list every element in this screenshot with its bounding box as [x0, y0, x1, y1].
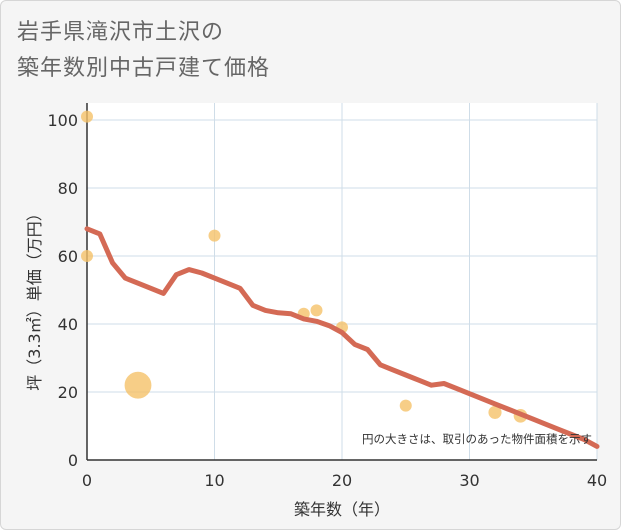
y-tick-label: 60	[58, 247, 78, 266]
y-tick-label: 100	[47, 111, 78, 130]
y-axis-ticks: 0 20 40 60 80 100	[47, 111, 78, 470]
y-tick-label: 20	[58, 383, 78, 402]
y-tick-label: 0	[68, 451, 78, 470]
x-tick-label: 20	[332, 471, 352, 490]
chart-title-line-1: 岩手県滝沢市土沢の	[17, 20, 225, 45]
chart-title: 岩手県滝沢市土沢の 築年数別中古戸建て価格	[17, 15, 270, 87]
y-axis-label: 坪（3.3㎡）単価（万円）	[25, 205, 44, 390]
data-point	[208, 229, 221, 242]
trend-line	[84, 226, 600, 449]
data-point	[310, 304, 323, 317]
x-tick-label: 30	[459, 471, 479, 490]
data-points	[81, 110, 528, 423]
x-tick-label: 40	[587, 471, 607, 490]
data-point	[488, 405, 502, 419]
x-axis-ticks: 0 10 20 30 40	[82, 471, 607, 490]
chart-title-line-2: 築年数別中古戸建て価格	[17, 56, 271, 81]
x-tick-label: 0	[82, 471, 92, 490]
data-point	[399, 399, 412, 412]
x-axis-label: 築年数（年）	[294, 500, 390, 519]
data-point	[124, 371, 152, 399]
y-tick-label: 40	[58, 315, 78, 334]
size-note: 円の大きさは、取引のあった物件面積を示す	[362, 432, 592, 446]
data-point	[81, 110, 93, 123]
trend-line-group	[84, 226, 600, 449]
grid-lines	[86, 103, 598, 461]
x-tick-label: 10	[204, 471, 224, 490]
y-tick-label: 80	[58, 179, 78, 198]
data-point	[81, 250, 93, 262]
